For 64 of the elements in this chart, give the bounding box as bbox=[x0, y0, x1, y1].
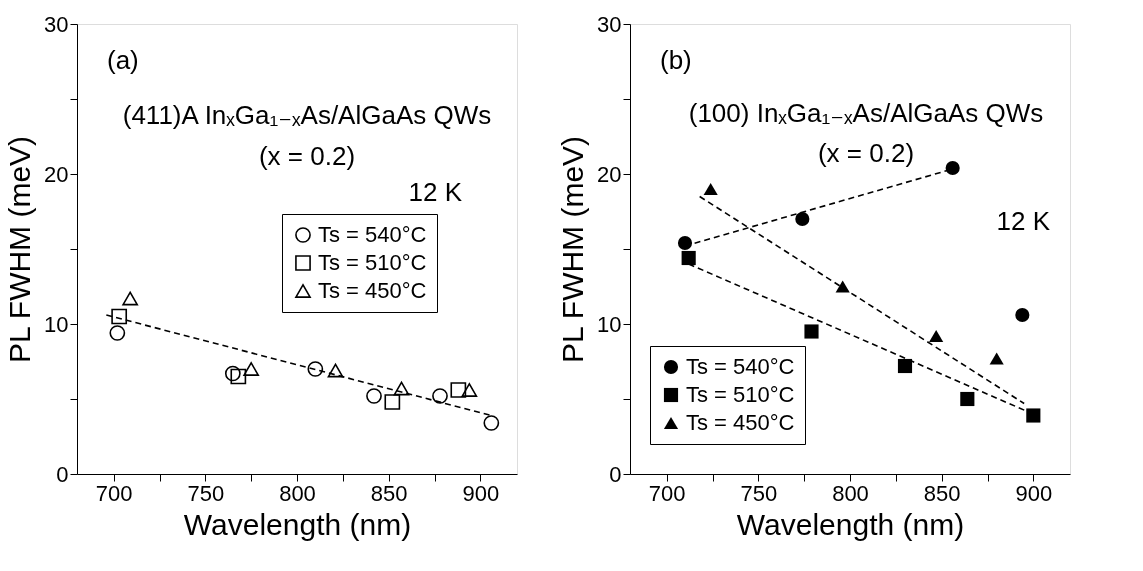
annotation: (b) bbox=[660, 45, 692, 75]
annotation: (x = 0.2) bbox=[258, 141, 356, 171]
point bbox=[703, 182, 718, 196]
annotation: (x = 0.2) bbox=[817, 138, 915, 168]
x-tick-label: 700 bbox=[95, 480, 133, 506]
x-tick-label: 750 bbox=[740, 480, 778, 506]
x-tick-label: 900 bbox=[1015, 480, 1053, 506]
annotation: (411)A InₓGa₁₋ₓAs/AlGaAs QWs bbox=[122, 100, 492, 130]
point bbox=[307, 361, 324, 377]
point bbox=[122, 291, 139, 306]
y-tick-label: 20 bbox=[44, 161, 69, 187]
annotation: 12 K bbox=[996, 206, 1051, 236]
annotation: 12 K bbox=[408, 177, 463, 207]
point bbox=[384, 394, 401, 410]
point bbox=[111, 308, 128, 325]
point bbox=[677, 235, 693, 251]
legend-label: Ts = 540°C bbox=[318, 222, 427, 247]
legend-label: Ts = 540°C bbox=[686, 354, 795, 379]
x-tick-label: 850 bbox=[370, 480, 408, 506]
point bbox=[461, 383, 478, 397]
point bbox=[109, 325, 126, 341]
point bbox=[230, 368, 247, 385]
x-tick-label: 800 bbox=[279, 480, 316, 506]
point bbox=[432, 388, 448, 404]
x-axis-title: Wavelength (nm) bbox=[183, 507, 412, 541]
annotation: (100) InₓGa₁₋ₓAs/AlGaAs QWs bbox=[688, 98, 1044, 128]
y-axis-title: PL FWHM (meV) bbox=[3, 135, 37, 364]
point bbox=[681, 250, 696, 266]
point bbox=[1015, 307, 1030, 323]
x-tick-label: 750 bbox=[187, 480, 225, 506]
x-tick-label: 850 bbox=[923, 480, 961, 506]
annotation: (a) bbox=[107, 45, 139, 75]
legend-label: Ts = 510°C bbox=[686, 382, 795, 407]
x-tick-label: 800 bbox=[832, 480, 869, 506]
point bbox=[327, 363, 344, 378]
legend-label: Ts = 450°C bbox=[686, 410, 795, 435]
y-axis-title: PL FWHM (meV) bbox=[556, 135, 590, 364]
y-tick-label: 30 bbox=[597, 11, 622, 37]
y-tick-label: 10 bbox=[44, 311, 69, 337]
legend-label: Ts = 510°C bbox=[318, 250, 427, 275]
point bbox=[366, 388, 382, 404]
x-tick-label: 900 bbox=[462, 480, 500, 506]
y-tick-label: 0 bbox=[56, 461, 69, 487]
point bbox=[945, 160, 960, 176]
point bbox=[224, 365, 241, 382]
point bbox=[795, 211, 810, 227]
legend-label: Ts = 450°C bbox=[318, 278, 427, 303]
point bbox=[1026, 408, 1041, 423]
point bbox=[960, 391, 975, 407]
y-tick-label: 10 bbox=[597, 311, 622, 337]
point bbox=[393, 381, 410, 396]
point bbox=[929, 329, 944, 343]
y-tick-label: 30 bbox=[44, 11, 69, 37]
point bbox=[804, 324, 819, 339]
x-tick-label: 700 bbox=[648, 480, 686, 506]
y-tick-label: 20 bbox=[597, 161, 622, 187]
point bbox=[243, 362, 260, 376]
point bbox=[989, 352, 1004, 365]
y-tick-label: 0 bbox=[609, 461, 622, 487]
point bbox=[897, 358, 913, 374]
point bbox=[450, 382, 467, 398]
point bbox=[835, 280, 850, 293]
x-axis-title: Wavelength (nm) bbox=[736, 507, 965, 541]
point bbox=[483, 415, 500, 431]
